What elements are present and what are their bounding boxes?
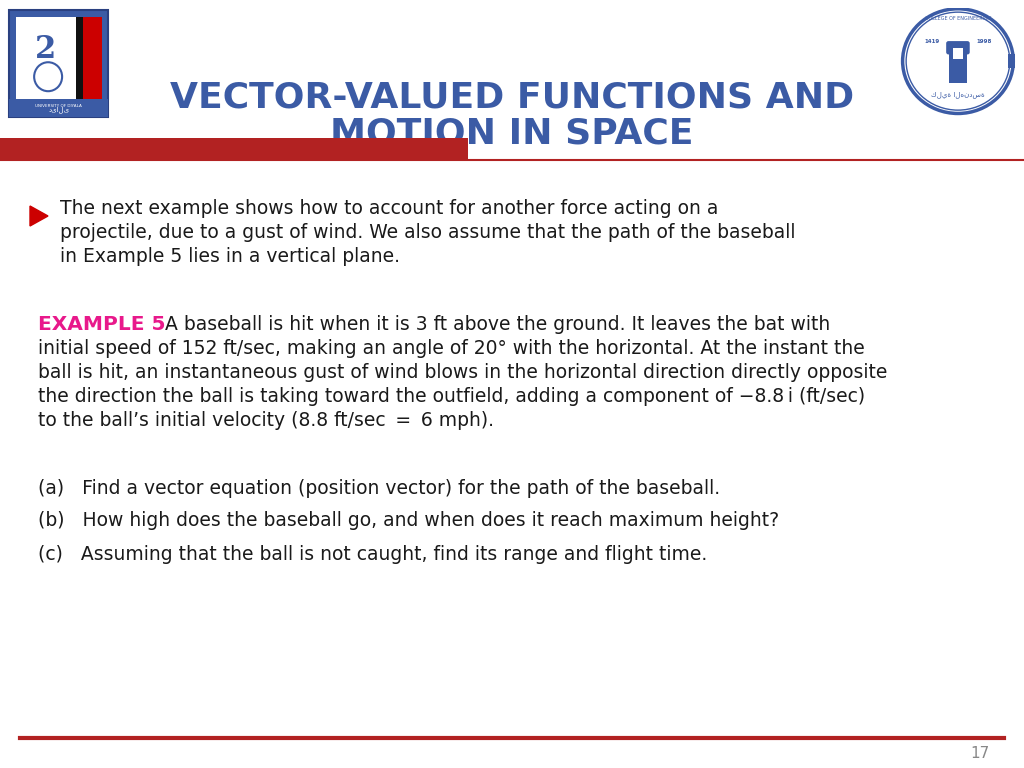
Text: EXAMPLE 5: EXAMPLE 5 xyxy=(38,316,166,335)
Text: VECTOR-VALUED FUNCTIONS AND: VECTOR-VALUED FUNCTIONS AND xyxy=(170,81,854,115)
Circle shape xyxy=(916,22,999,100)
FancyBboxPatch shape xyxy=(0,138,468,160)
Text: MOTION IN SPACE: MOTION IN SPACE xyxy=(331,116,693,150)
Text: (b)   How high does the baseball go, and when does it reach maximum height?: (b) How high does the baseball go, and w… xyxy=(38,511,779,531)
Text: 17: 17 xyxy=(971,746,990,760)
Text: to the ball’s initial velocity (8.8 ft/sec  =  6 mph).: to the ball’s initial velocity (8.8 ft/s… xyxy=(38,412,494,431)
Text: the direction the ball is taking toward the outfield, adding a component of −8.8: the direction the ball is taking toward … xyxy=(38,388,865,406)
FancyBboxPatch shape xyxy=(76,17,83,99)
Text: The next example shows how to account for another force acting on a: The next example shows how to account fo… xyxy=(60,198,719,217)
FancyBboxPatch shape xyxy=(952,48,964,59)
Text: A baseball is hit when it is 3 ft above the ground. It leaves the bat with: A baseball is hit when it is 3 ft above … xyxy=(165,316,830,335)
Text: (a)   Find a vector equation (position vector) for the path of the baseball.: (a) Find a vector equation (position vec… xyxy=(38,478,720,498)
Text: (c)   Assuming that the ball is not caught, find its range and flight time.: (c) Assuming that the ball is not caught… xyxy=(38,545,708,564)
Text: initial speed of 152 ft/sec, making an angle of 20° with the horizontal. At the : initial speed of 152 ft/sec, making an a… xyxy=(38,339,864,359)
Text: COLLEGE OF ENGINEERING: COLLEGE OF ENGINEERING xyxy=(925,16,991,22)
Text: projectile, due to a gust of wind. We also assume that the path of the baseball: projectile, due to a gust of wind. We al… xyxy=(60,223,796,241)
Text: 1419: 1419 xyxy=(925,38,940,44)
FancyBboxPatch shape xyxy=(1008,55,1015,68)
Text: ball is hit, an instantaneous gust of wind blows in the horizontal direction dir: ball is hit, an instantaneous gust of wi… xyxy=(38,363,888,382)
Text: دیالى: دیالى xyxy=(48,107,70,114)
FancyBboxPatch shape xyxy=(9,99,109,117)
FancyBboxPatch shape xyxy=(16,17,102,99)
FancyBboxPatch shape xyxy=(948,48,968,84)
Text: 2: 2 xyxy=(36,35,56,65)
Text: 1998: 1998 xyxy=(976,38,991,44)
FancyBboxPatch shape xyxy=(83,17,101,99)
FancyBboxPatch shape xyxy=(946,41,970,55)
FancyBboxPatch shape xyxy=(9,10,109,117)
Polygon shape xyxy=(30,206,48,226)
Text: in Example 5 lies in a vertical plane.: in Example 5 lies in a vertical plane. xyxy=(60,247,400,266)
Text: UNIVERSITY OF DIYALA: UNIVERSITY OF DIYALA xyxy=(36,104,82,108)
Text: كلية الهندسة: كلية الهندسة xyxy=(931,91,985,98)
